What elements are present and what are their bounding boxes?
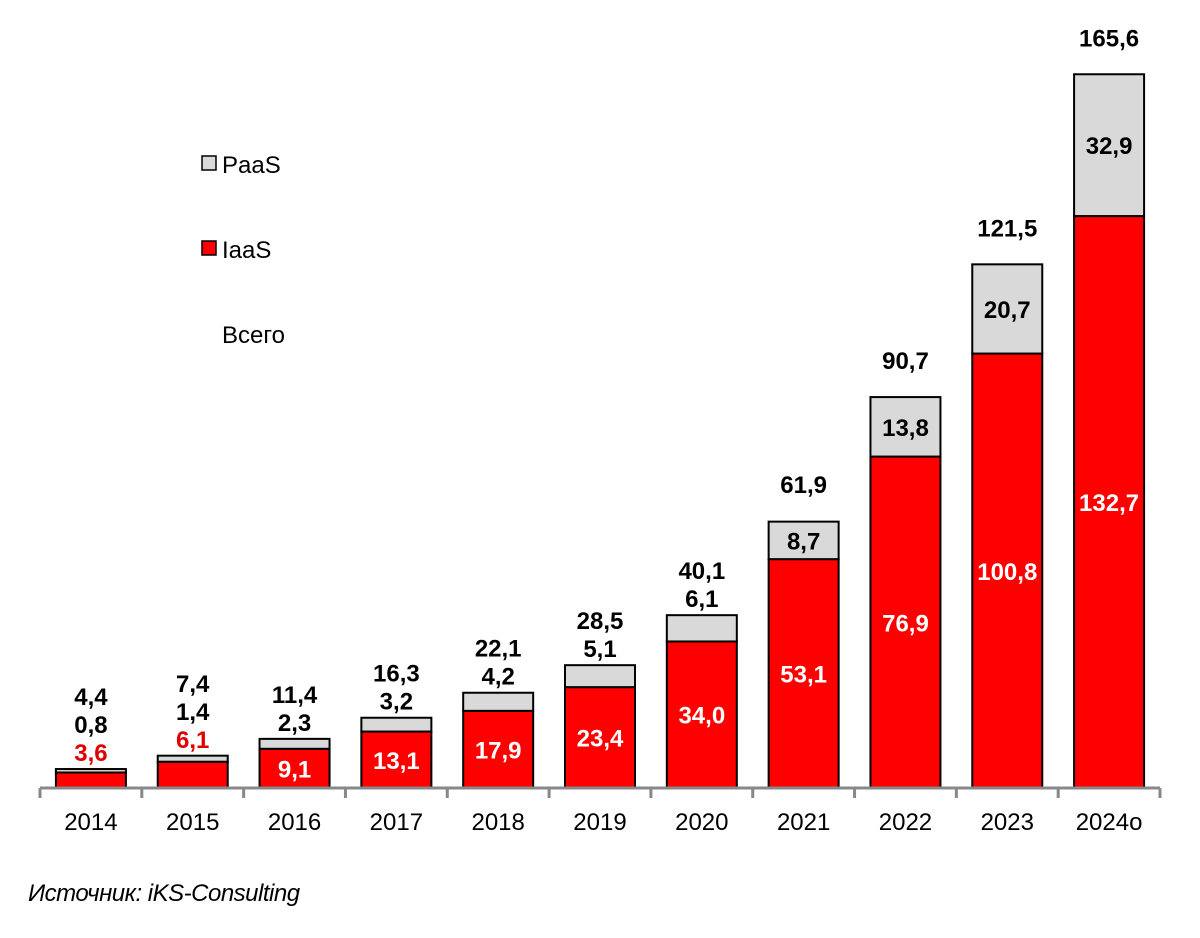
total-label-2021: 61,9 — [780, 472, 827, 499]
bar-iaas-2017 — [360, 730, 433, 789]
total-label-2016: 11,4 — [272, 682, 318, 709]
x-tick-label-2022: 2022 — [879, 809, 932, 836]
data-label-iaas-2015: 6,1 — [176, 727, 209, 754]
data-label-paas-2016: 2,3 — [278, 710, 311, 737]
data-label-iaas-2021: 53,1 — [780, 662, 827, 689]
total-label-2024о: 165,6 — [1079, 25, 1139, 52]
x-tick-label-2018: 2018 — [471, 809, 524, 836]
source-note: Источник: iKS-Consulting — [28, 880, 300, 907]
data-label-paas-2022: 13,8 — [882, 415, 929, 442]
data-label-paas-2023: 20,7 — [984, 297, 1031, 324]
legend-label-IaaS: IaaS — [222, 237, 271, 264]
data-label-iaas-2014: 3,6 — [74, 740, 107, 767]
x-tick-label-2023: 2023 — [981, 809, 1034, 836]
bar-paas-2022 — [869, 396, 942, 458]
bar-paas-2014 — [54, 768, 127, 774]
bar-paas-2017 — [360, 716, 433, 733]
x-tick-label-2020: 2020 — [675, 809, 728, 836]
total-label-2014: 4,4 — [74, 684, 108, 711]
bar-paas-2018 — [462, 691, 535, 712]
total-label-2015: 7,4 — [176, 671, 210, 698]
data-label-iaas-2018: 17,9 — [475, 737, 522, 764]
x-tick-label-2015: 2015 — [166, 809, 219, 836]
total-label-2018: 22,1 — [475, 636, 522, 663]
total-label-2020: 40,1 — [678, 558, 725, 585]
data-label-paas-2015: 1,4 — [176, 699, 210, 726]
bar-iaas-2014 — [54, 771, 127, 790]
stacked-bar-chart: 3,60,84,420146,11,47,420159,12,311,42016… — [38, 25, 1162, 836]
data-label-paas-2018: 4,2 — [481, 664, 514, 691]
data-label-iaas-2024о: 132,7 — [1079, 490, 1139, 517]
data-label-iaas-2020: 34,0 — [678, 703, 725, 730]
bar-paas-2015 — [156, 754, 229, 763]
data-label-paas-2024о: 32,9 — [1086, 133, 1133, 160]
bar-iaas-2021 — [767, 558, 840, 789]
legend-label-Всего: Всего — [222, 322, 285, 349]
data-label-paas-2017: 3,2 — [380, 689, 413, 716]
data-label-paas-2020: 6,1 — [685, 586, 718, 613]
data-label-iaas-2016: 9,1 — [278, 756, 311, 783]
data-label-iaas-2023: 100,8 — [977, 559, 1037, 586]
x-tick-label-2014: 2014 — [64, 809, 117, 836]
bar-paas-2019 — [564, 664, 636, 689]
data-label-iaas-2019: 23,4 — [577, 726, 624, 753]
bar-paas-2021 — [767, 520, 840, 561]
total-label-2022: 90,7 — [882, 348, 929, 375]
bar-iaas-2015 — [156, 760, 229, 789]
bar-iaas-2019 — [564, 686, 636, 789]
x-tick-label-2019: 2019 — [573, 809, 626, 836]
data-label-iaas-2022: 76,9 — [882, 610, 929, 637]
legend-swatch-IaaS — [201, 240, 217, 256]
data-label-iaas-2017: 13,1 — [373, 748, 420, 775]
x-tick-label-2024о: 2024о — [1076, 809, 1143, 836]
total-label-2017: 16,3 — [373, 661, 420, 688]
total-label-2019: 28,5 — [577, 608, 624, 635]
x-tick-label-2021: 2021 — [777, 809, 830, 836]
legend-swatch-PaaS — [201, 155, 217, 171]
legend-label-PaaS: PaaS — [222, 152, 281, 179]
x-tick-label-2017: 2017 — [370, 809, 423, 836]
bar-iaas-2022 — [869, 455, 942, 789]
data-label-paas-2021: 8,7 — [787, 528, 820, 555]
bar-paas-2024о — [1073, 73, 1146, 218]
bar-paas-2020 — [665, 614, 738, 643]
bar-iaas-2023 — [971, 352, 1044, 789]
data-label-paas-2019: 5,1 — [583, 636, 616, 663]
bar-iaas-2024о — [1073, 215, 1146, 790]
bar-paas-2016 — [258, 737, 331, 750]
total-label-2023: 121,5 — [977, 215, 1037, 242]
data-label-paas-2014: 0,8 — [74, 712, 107, 739]
bar-paas-2023 — [971, 263, 1044, 355]
x-tick-label-2016: 2016 — [268, 809, 321, 836]
